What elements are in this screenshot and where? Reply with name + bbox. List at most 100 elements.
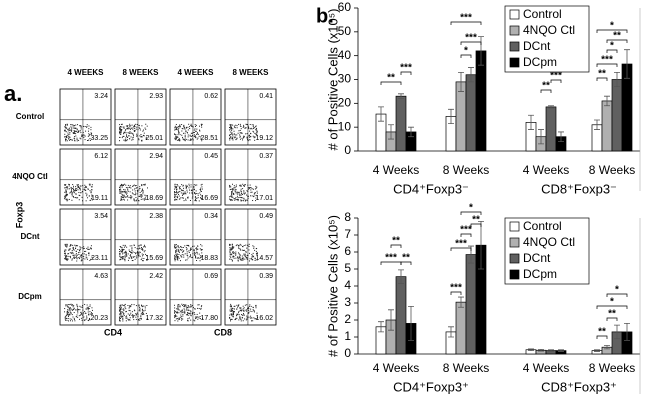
dot [71,191,73,193]
dot [233,257,235,259]
dot [136,190,138,192]
dot [178,138,180,140]
panel-label: b. [316,5,334,27]
dot [66,140,68,142]
dot [176,136,178,138]
dot [239,184,241,186]
x-tick-label: 8 Weeks [443,361,489,375]
dot [135,184,137,186]
dot [145,198,147,200]
dot [194,314,196,316]
dot [175,139,177,141]
dot [230,244,232,246]
dot [174,256,176,258]
bar [545,106,557,152]
dot [130,312,132,314]
dot [182,132,184,134]
dot [72,127,74,129]
y-tick-label: 10 [338,119,352,133]
dot [174,254,176,256]
dot [135,313,137,315]
dot [123,127,125,129]
dot [89,140,91,142]
dot [64,253,66,255]
dot [247,140,249,142]
dot [88,195,90,197]
error-bar [538,349,544,352]
dot [67,311,69,313]
significance-label: ** [613,31,621,42]
dot [241,316,243,318]
dot [66,135,68,137]
dot [120,311,122,313]
dot [193,186,195,188]
dot [75,135,77,137]
significance-bracket [460,211,482,215]
dot [144,245,146,247]
dot [133,184,135,186]
dot [183,126,185,128]
dot [135,200,137,202]
dot [119,131,121,133]
dot [190,315,192,317]
dot [233,251,235,253]
dot [66,136,68,138]
dot [138,319,140,321]
dot [232,313,234,315]
dot [178,317,180,319]
dot [65,139,67,141]
dot [87,309,89,311]
dot [125,187,127,189]
dot [90,258,92,260]
bar [601,100,613,152]
dot [196,316,198,318]
dot [132,127,134,129]
dot [181,128,183,130]
dot [250,189,252,191]
dot [187,314,189,316]
dot [194,254,196,256]
dot [189,314,191,316]
error-bar [604,345,610,350]
dot [88,125,90,127]
dot [131,250,133,252]
dot [91,194,93,196]
quadrant-value: 28.51 [200,135,218,142]
dot [240,200,242,202]
dot [231,183,233,185]
dot [229,126,231,128]
dot [199,315,201,317]
dot [122,320,124,322]
dot [190,304,192,306]
dot [125,311,127,313]
dot [184,305,186,307]
dot [187,257,189,259]
dot [128,135,130,137]
dot [238,245,240,247]
dot [248,308,250,310]
dot [141,189,143,191]
bar [455,81,467,152]
dot [187,307,189,309]
significance-label: * [615,285,619,296]
dot [90,186,92,188]
dot [230,313,232,315]
dot [253,137,255,139]
error-bar [448,108,454,124]
dot [139,128,141,130]
dot [186,254,188,256]
dot [142,312,144,314]
dot [180,249,182,251]
dot [127,305,129,307]
dot [138,138,140,140]
dot [78,192,80,194]
dot [189,135,191,137]
dot [122,316,124,318]
dot [69,309,71,311]
quadrant-value: 4.63 [94,273,108,280]
dot [174,247,176,249]
dot [66,186,68,188]
dot [177,259,179,261]
dot [127,195,129,197]
dot [244,304,246,306]
